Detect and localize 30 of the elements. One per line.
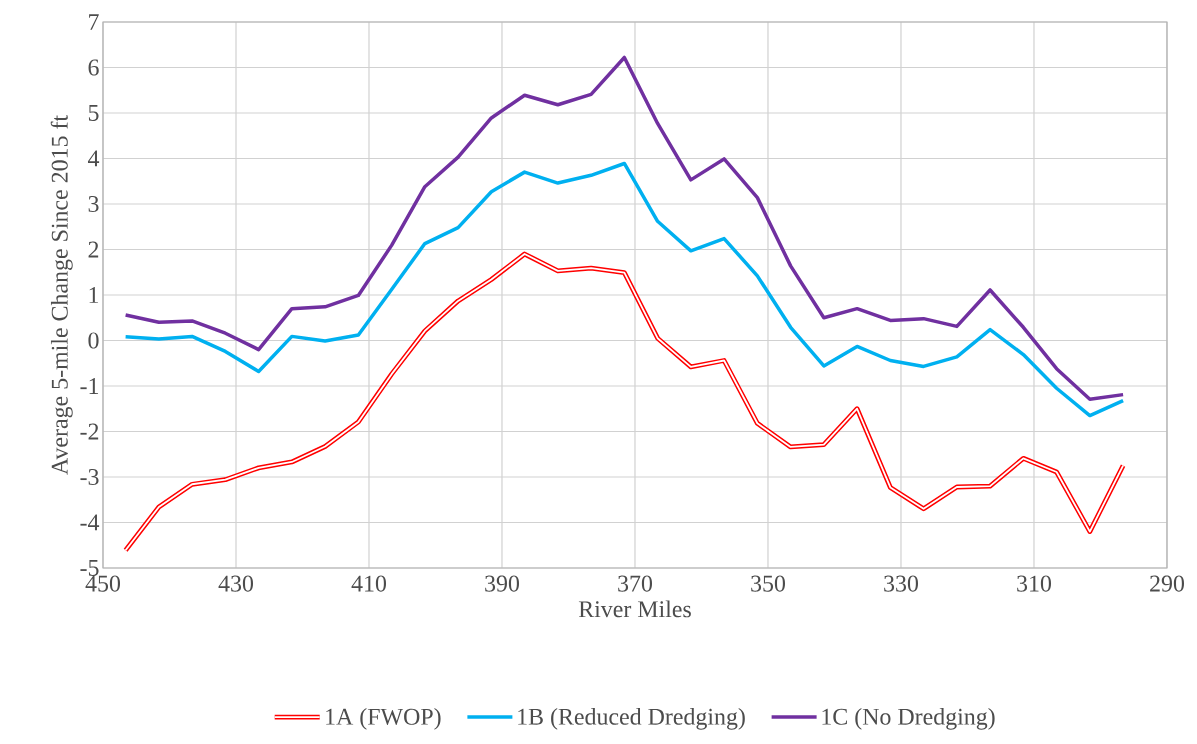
x-tick-label: 310 bbox=[1017, 575, 1052, 592]
y-tick-label: -1 bbox=[80, 378, 99, 394]
y-tick-label: 6 bbox=[88, 59, 99, 76]
y-tick-label: 5 bbox=[88, 105, 99, 121]
x-tick-label: 290 bbox=[1150, 575, 1184, 592]
y-tick-label: 2 bbox=[88, 241, 99, 258]
y-tick-label: -4 bbox=[80, 514, 100, 531]
y-tick-label: -2 bbox=[80, 423, 99, 440]
legend-label: 1C (No Dredging) bbox=[822, 708, 995, 730]
legend-label: 1A (FWOP) bbox=[326, 708, 441, 730]
x-tick-label: 430 bbox=[218, 575, 254, 592]
legend-label: 1B (Reduced Dredging) bbox=[518, 708, 745, 730]
y-tick-label: 3 bbox=[88, 195, 99, 213]
x-tick-label: 450 bbox=[85, 575, 121, 592]
x-tick-label: 350 bbox=[751, 575, 786, 592]
y-tick-label: 0 bbox=[88, 332, 99, 349]
x-tick-label: 370 bbox=[618, 575, 653, 592]
y-tick-label: 1 bbox=[89, 287, 99, 303]
y-axis-title: Average 5-mile Change Since 2015 ft bbox=[50, 115, 73, 475]
y-tick-label: -3 bbox=[80, 468, 99, 486]
y-tick-label: 7 bbox=[89, 14, 99, 30]
x-tick-label: 330 bbox=[884, 575, 919, 592]
x-tick-label: 390 bbox=[485, 575, 520, 592]
x-axis-title: River Miles bbox=[578, 600, 691, 618]
line-series bbox=[123, 251, 1126, 553]
line-series bbox=[123, 161, 1125, 418]
line-series bbox=[123, 55, 1125, 401]
y-tick-label: -5 bbox=[80, 560, 99, 576]
y-tick-label: 4 bbox=[87, 150, 100, 167]
x-tick-label: 410 bbox=[351, 575, 387, 592]
